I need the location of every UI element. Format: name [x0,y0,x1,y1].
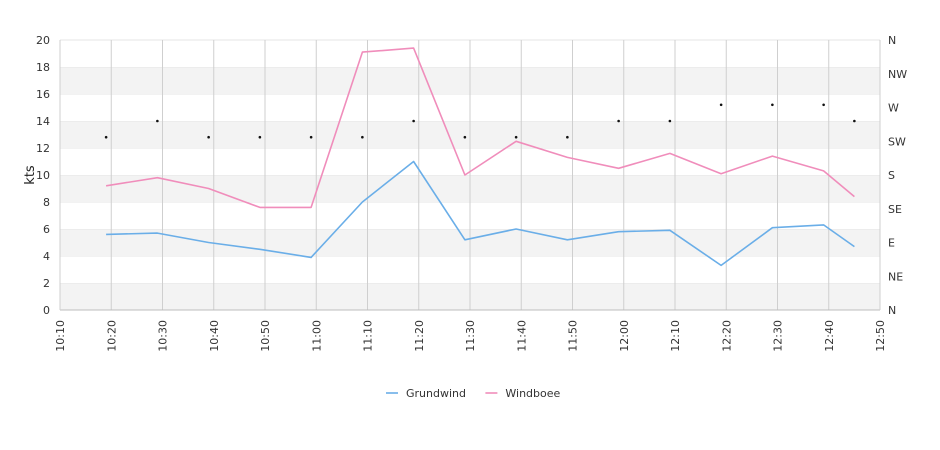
x-tick-label: 11:00 [310,320,323,352]
y2-tick-label: NW [888,68,907,81]
y-tick-label: 6 [43,223,50,236]
y2-tick-label: W [888,102,899,115]
x-tick-label: 10:10 [54,320,67,352]
series-lines [105,47,855,267]
y-tick-label: 20 [36,34,50,47]
direction-marker [853,119,856,123]
direction-marker [104,135,108,139]
direction-marker [668,119,672,123]
x-tick-label: 11:20 [413,320,426,352]
plot-border [59,40,881,311]
x-tick-label: 12:50 [874,320,887,352]
x-tick-label: 10:30 [157,320,170,352]
y2-tick-label: S [888,169,895,182]
y2-tick-label: SE [888,203,902,216]
legend: Grundwind Windboee [386,387,561,400]
y-tick-label: 8 [43,196,50,209]
direction-marker [309,135,313,139]
x-tick-label: 12:10 [669,320,682,352]
direction-marker [719,103,723,107]
y-tick-label: 2 [43,277,50,290]
x-tick-label: 10:40 [208,320,221,352]
direction-marker [566,135,569,139]
series-line-grundwind [106,160,855,267]
y-tick-label: 10 [36,169,50,182]
x-tick-label: 12:20 [720,320,733,352]
x-tick-label: 11:10 [362,320,375,352]
direction-marker [822,103,825,107]
direction-markers [104,103,856,139]
y2-tick-label: N [888,34,896,47]
direction-marker [412,119,415,123]
y2-tick-label: E [888,237,895,250]
direction-marker [258,135,262,139]
y-tick-label: 18 [36,61,50,74]
direction-marker [771,103,774,107]
y2-tick-label: SW [888,135,906,148]
x-tick-label: 11:30 [464,320,477,352]
y2-tick-label: N [888,304,896,317]
series-line-windboee [105,47,855,209]
direction-marker [361,135,364,139]
y-tick-label: 4 [43,250,50,263]
x-tick-label: 12:40 [823,320,836,352]
x-tick-label: 12:30 [772,320,785,352]
direction-marker [617,119,620,123]
x-tick-label: 10:50 [259,320,272,352]
x-tick-label: 11:40 [515,320,528,352]
direction-marker [514,135,518,139]
legend-label: Grundwind [406,387,466,400]
y-tick-label: 14 [36,115,50,128]
x-tick-label: 10:20 [105,320,118,352]
x-tick-label: 11:50 [567,320,580,352]
x-axis-ticks: 10:10 10:20 10:30 10:40 10:50 11:00 11:10 11:20… [54,320,887,352]
direction-marker [156,119,159,123]
right-axis-direction-ticks: N NE E SE S SW W NW N [888,34,907,317]
legend-label: Windboee [505,387,560,400]
y2-tick-label: NE [888,270,903,283]
direction-marker [207,135,210,139]
y-tick-label: 0 [43,304,50,317]
y-tick-label: 12 [36,142,50,155]
y-axis-ticks: 0 2 4 6 8 10 12 14 16 18 20 [36,34,50,317]
y-tick-label: 16 [36,88,50,101]
x-tick-label: 12:00 [618,320,631,352]
direction-marker [463,135,467,139]
y-axis-label: kts [23,165,38,185]
